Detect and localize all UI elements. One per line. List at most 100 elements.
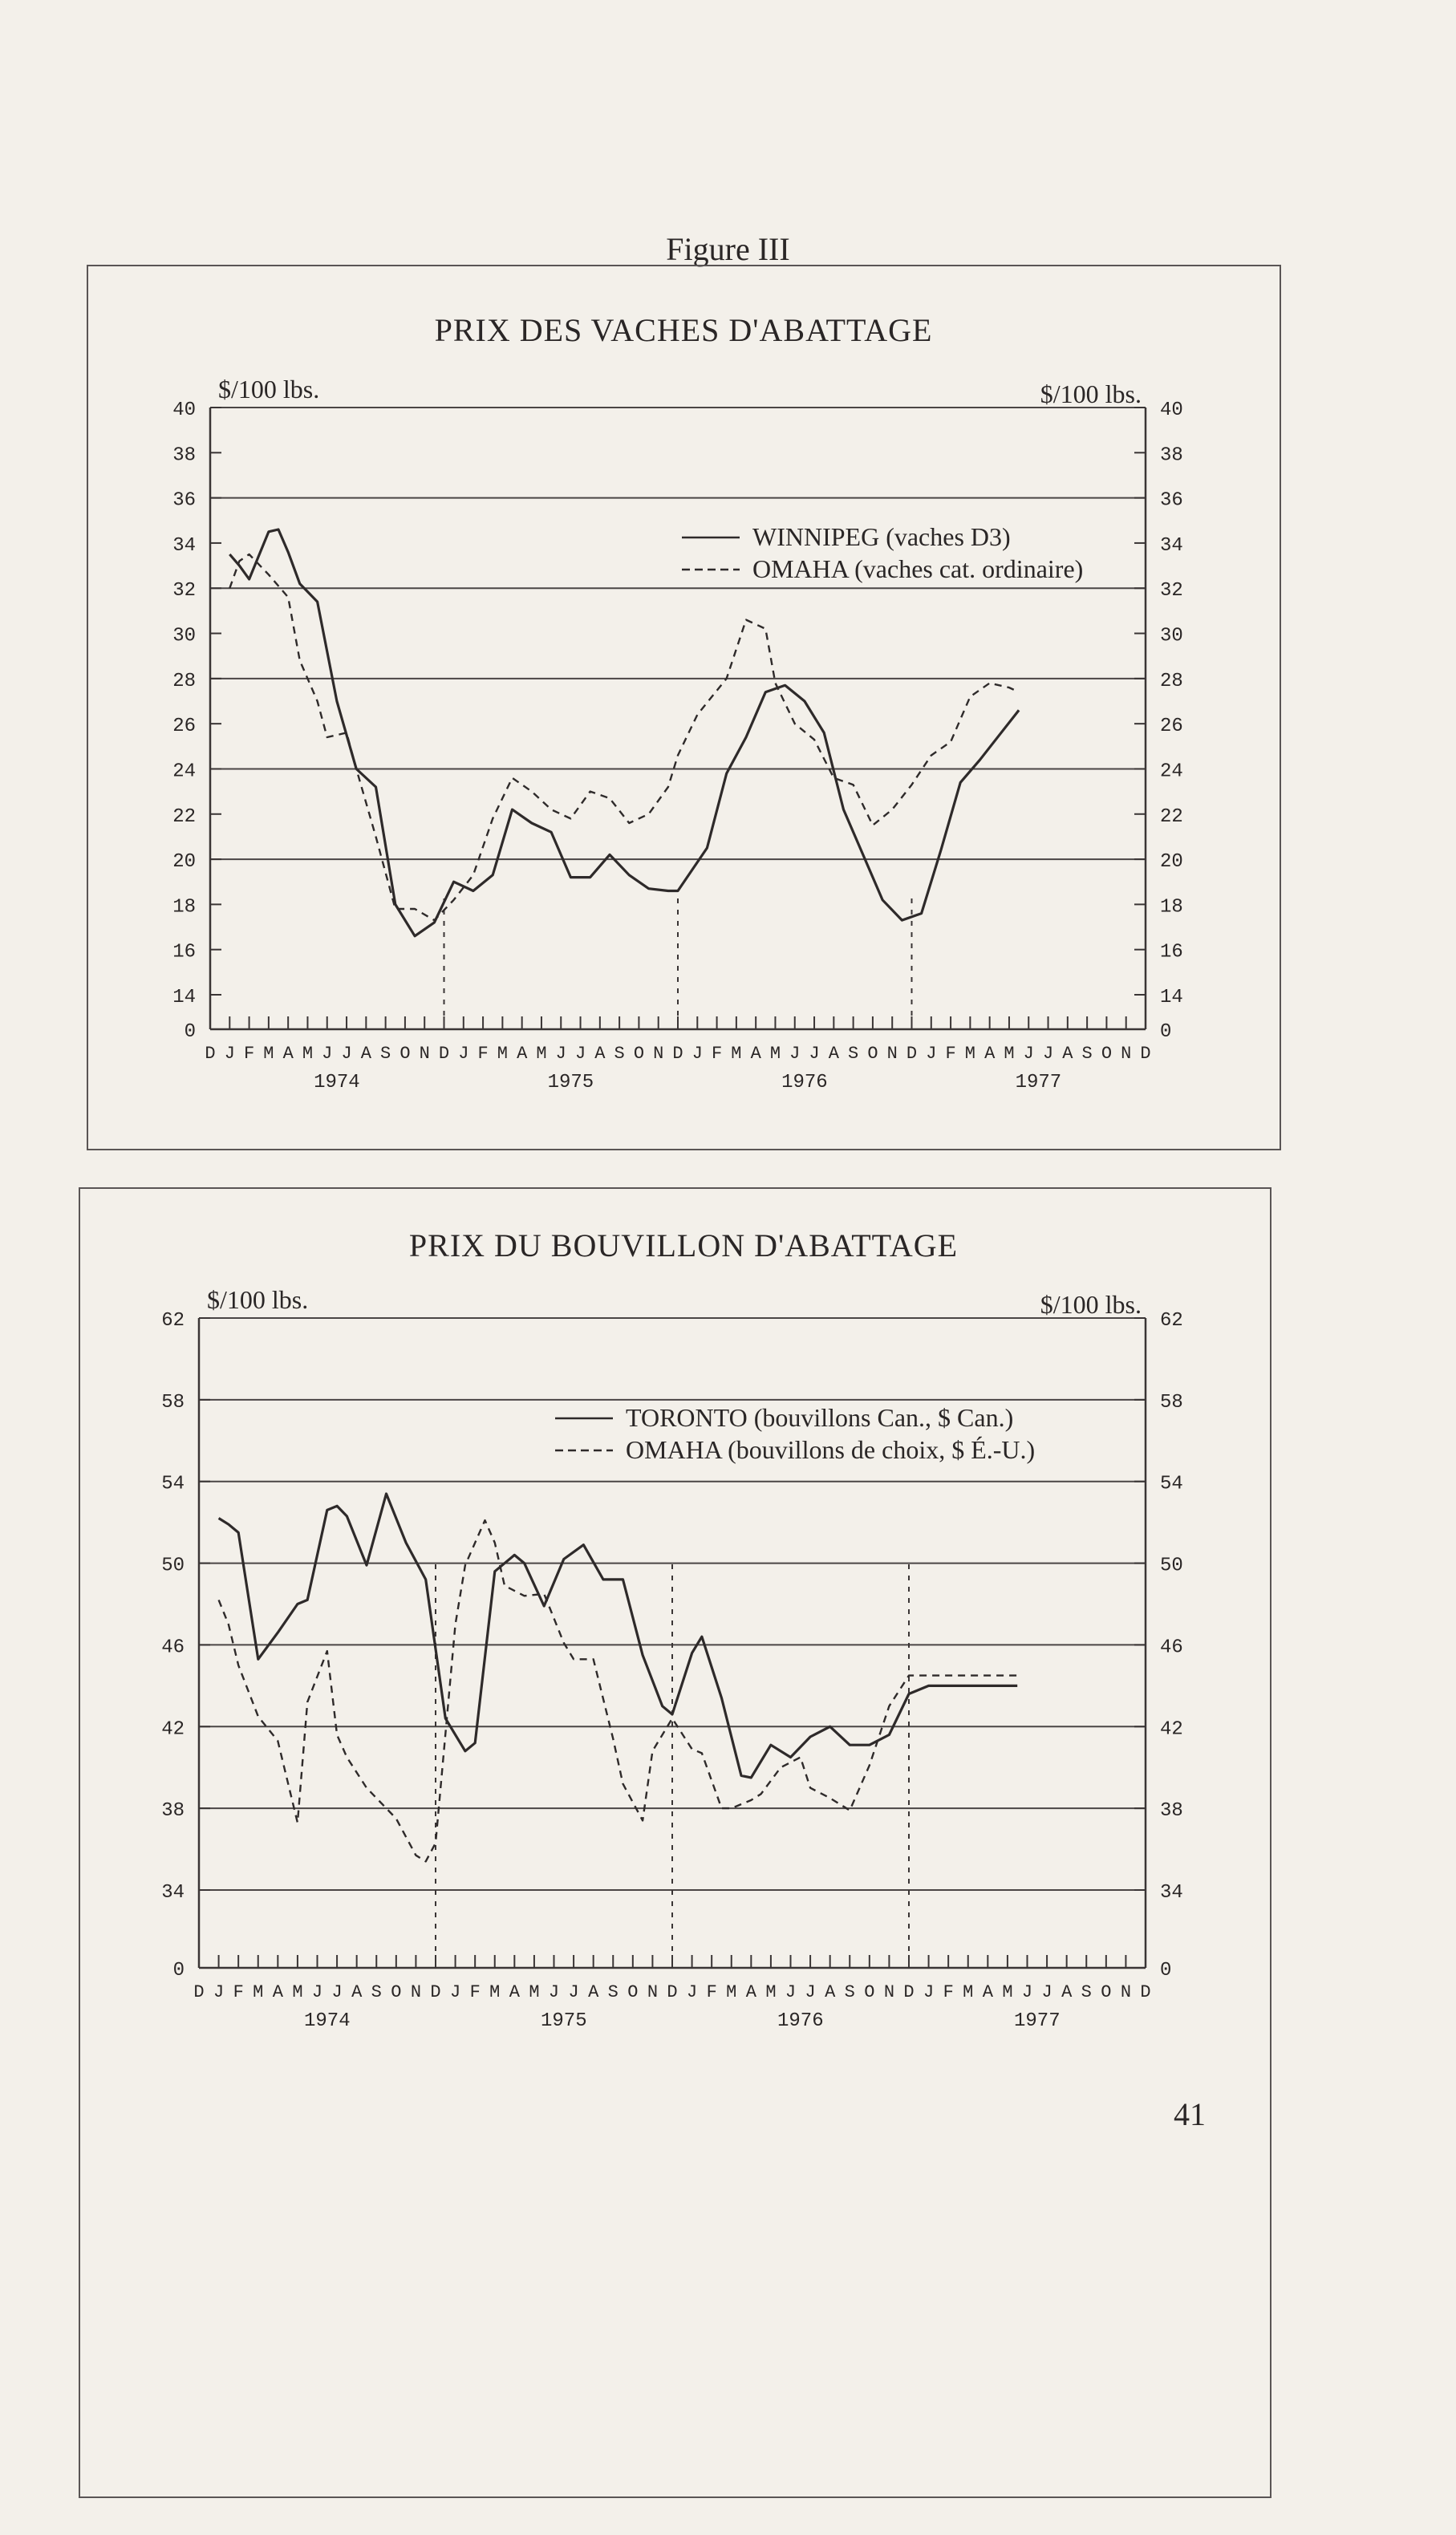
steers-month-label: O (391, 1982, 401, 2002)
cows-month-label: S (380, 1044, 391, 1064)
cows-ytick-label-left: 34 (172, 535, 196, 557)
steers-legend-label: TORONTO (bouvillons Can., $ Can.) (626, 1403, 1013, 1432)
steers-ylabel-right: $/100 lbs. (1040, 1290, 1142, 1319)
cows-month-label: A (1062, 1044, 1073, 1064)
cows-ytick-label-left: 30 (172, 626, 196, 647)
cows-month-label: S (614, 1044, 625, 1064)
cows-ytick-label-right: 22 (1160, 806, 1183, 828)
steers-ytick-label-left: 62 (161, 1310, 185, 1332)
steers-ytick-label-left: 54 (161, 1474, 185, 1495)
cows-month-label: A (829, 1044, 840, 1064)
cows-month-label: M (965, 1044, 975, 1064)
steers-month-label: F (233, 1982, 244, 2002)
steers-month-label: J (549, 1982, 559, 2002)
cows-month-label: M (263, 1044, 274, 1064)
cows-month-label: A (283, 1044, 294, 1064)
steers-month-label: M (765, 1982, 776, 2002)
cows-ytick-label-right: 0 (1160, 1021, 1171, 1043)
steers-ytick-label-right: 62 (1160, 1310, 1183, 1332)
steers-ytick-label-right: 0 (1160, 1960, 1171, 1981)
cows-month-label: M (770, 1044, 781, 1064)
cows-ytick-label-right: 32 (1160, 580, 1183, 602)
steers-month-label: J (785, 1982, 796, 2002)
cows-legend-label: WINNIPEG (vaches D3) (752, 522, 1011, 551)
steers-month-label: O (1101, 1982, 1111, 2002)
cows-ytick-label-right: 34 (1160, 535, 1183, 557)
steers-ytick-label-left: 38 (161, 1800, 185, 1822)
cows-month-label: O (399, 1044, 410, 1064)
cows-ytick-label-left: 32 (172, 580, 196, 602)
cows-month-label: O (634, 1044, 644, 1064)
cows-ytick-label-left: 18 (172, 896, 196, 918)
cows-ylabel-left: $/100 lbs. (218, 375, 319, 404)
steers-month-label: J (331, 1982, 342, 2002)
steers-month-label: N (884, 1982, 894, 2002)
cows-month-label: M (1004, 1044, 1014, 1064)
cows-month-label: J (692, 1044, 703, 1064)
steers-month-label: A (509, 1982, 521, 2002)
steers-month-label: A (588, 1982, 599, 2002)
cows-month-label: J (458, 1044, 468, 1064)
cows-month-label: J (341, 1044, 351, 1064)
cows-month-label: D (205, 1044, 215, 1064)
chart-panel-cows (87, 265, 1281, 1150)
steers-month-label: S (1081, 1982, 1092, 2002)
cows-month-label: D (439, 1044, 449, 1064)
steers-month-label: J (805, 1982, 815, 2002)
steers-month-label: J (450, 1982, 460, 2002)
cows-ytick-label-left: 26 (172, 716, 196, 737)
cows-month-label: A (984, 1044, 996, 1064)
cows-ytick-label-right: 40 (1160, 400, 1183, 421)
cows-ytick-label-right: 20 (1160, 851, 1183, 873)
chart-steers: PRIX DU BOUVILLON D'ABATTAGE $/100 lbs. $/… (161, 1227, 1183, 2032)
steers-ytick-label-right: 58 (1160, 1392, 1183, 1414)
cows-month-label: F (244, 1044, 254, 1064)
steers-month-label: N (1121, 1982, 1131, 2002)
steers-month-label: S (845, 1982, 855, 2002)
steers-ytick-label-right: 38 (1160, 1800, 1183, 1822)
cows-ytick-label-left: 40 (172, 400, 196, 421)
cows-year-label: 1974 (314, 1072, 360, 1093)
cows-month-label: J (556, 1044, 566, 1064)
cows-month-label: S (1082, 1044, 1093, 1064)
steers-month-label: J (1041, 1982, 1052, 2002)
cows-ytick-label-right: 30 (1160, 626, 1183, 647)
cows-month-label: F (477, 1044, 488, 1064)
cows-month-label: M (536, 1044, 546, 1064)
cows-month-label: M (731, 1044, 741, 1064)
steers-year-label: 1977 (1014, 2010, 1061, 2032)
steers-month-label: A (351, 1982, 363, 2002)
steers-month-label: M (963, 1982, 973, 2002)
steers-ytick-label-right: 50 (1160, 1555, 1183, 1577)
steers-legend-label: OMAHA (bouvillons de choix, $ É.-U.) (626, 1435, 1035, 1464)
cows-ytick-label-left: 16 (172, 942, 196, 963)
cows-month-label: F (712, 1044, 722, 1064)
cows-month-label: J (1043, 1044, 1053, 1064)
steers-ytick-label-left: 34 (161, 1882, 185, 1904)
cows-month-label: N (1121, 1044, 1131, 1064)
cows-month-label: O (1101, 1044, 1112, 1064)
steers-month-label: A (983, 1982, 994, 2002)
cows-series-solid (229, 528, 1020, 938)
steers-month-label: O (864, 1982, 874, 2002)
cows-legend-label: OMAHA (vaches cat. ordinaire) (752, 554, 1083, 583)
page-number: 41 (1174, 2096, 1206, 2132)
cows-month-label: J (322, 1044, 332, 1064)
cows-month-label: D (672, 1044, 683, 1064)
steers-month-label: M (292, 1982, 302, 2002)
cows-month-label: F (945, 1044, 955, 1064)
cows-ytick-label-left: 0 (185, 1021, 196, 1043)
steers-month-label: F (470, 1982, 481, 2002)
steers-month-label: D (193, 1982, 204, 2002)
cows-series-dashed (229, 553, 1020, 922)
steers-ytick-label-left: 46 (161, 1637, 185, 1658)
cows-month-label: M (497, 1044, 508, 1064)
steers-month-label: D (430, 1982, 440, 2002)
cows-ytick-label-left: 22 (172, 806, 196, 828)
steers-month-label: M (1002, 1982, 1012, 2002)
cows-ytick-label-right: 38 (1160, 444, 1183, 466)
cows-month-label: J (789, 1044, 800, 1064)
cows-ytick-label-right: 36 (1160, 490, 1183, 512)
steers-chart-title: PRIX DU BOUVILLON D'ABATTAGE (409, 1227, 958, 1263)
steers-year-label: 1974 (304, 2010, 351, 2032)
